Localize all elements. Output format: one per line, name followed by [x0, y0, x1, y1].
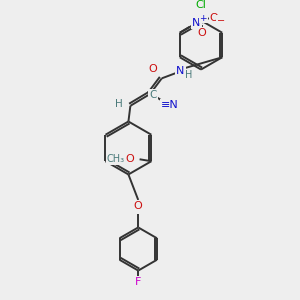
- Text: CH₃: CH₃: [107, 154, 125, 164]
- Text: O: O: [148, 64, 157, 74]
- Text: O: O: [125, 154, 134, 164]
- Text: +: +: [200, 14, 207, 22]
- Text: H: H: [115, 99, 122, 109]
- Text: N: N: [176, 65, 184, 76]
- Text: −: −: [217, 16, 225, 26]
- Text: C: C: [149, 90, 157, 100]
- Text: O: O: [210, 13, 218, 23]
- Text: O: O: [197, 28, 206, 38]
- Text: Cl: Cl: [122, 153, 133, 163]
- Text: Cl: Cl: [196, 0, 206, 10]
- Text: ≡N: ≡N: [161, 100, 178, 110]
- Text: H: H: [184, 70, 192, 80]
- Text: F: F: [135, 277, 141, 287]
- Text: N: N: [192, 18, 201, 28]
- Text: O: O: [134, 201, 142, 211]
